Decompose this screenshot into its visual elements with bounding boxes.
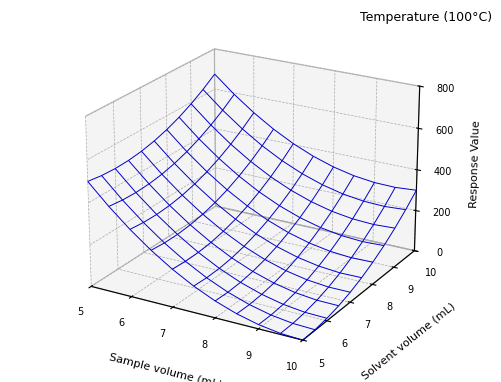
- X-axis label: Sample volume (mL): Sample volume (mL): [108, 352, 222, 382]
- Text: Temperature (100°C): Temperature (100°C): [359, 11, 491, 24]
- Y-axis label: Solvent volume (mL): Solvent volume (mL): [359, 301, 456, 382]
